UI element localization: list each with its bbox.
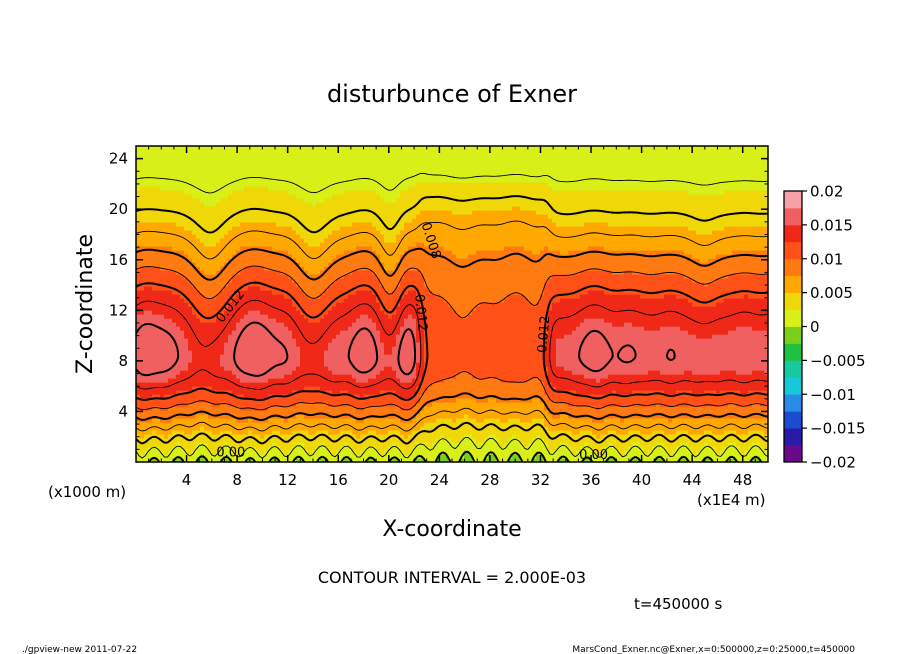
colorbar-tick-label: −0.02 — [810, 454, 856, 472]
y-tick-label: 12 — [109, 301, 128, 319]
contour-level — [136, 321, 676, 377]
contour-level — [136, 220, 768, 432]
contour-label: 0.00 — [216, 446, 245, 461]
x-axis-label: X-coordinate — [382, 517, 521, 542]
colorbar-swatch — [784, 258, 802, 277]
colorbar-swatch — [784, 343, 802, 361]
x-tick-label: 28 — [480, 471, 499, 489]
colorbar-swatch — [784, 377, 802, 395]
x-tick-label: 12 — [278, 471, 297, 489]
contour-level — [136, 299, 768, 390]
colorbar-swatch — [784, 207, 802, 226]
colorbar-swatch — [784, 292, 802, 310]
colorbar-tick-label: 0.01 — [810, 250, 843, 268]
chart-title: disturbunce of Exner — [327, 80, 577, 108]
x-tick-label: 32 — [531, 471, 550, 489]
colorbar-swatch — [784, 411, 802, 429]
time-label: t=450000 s — [634, 595, 722, 613]
footer-right: MarsCond_Exner.nc@Exner,x=0:500000,z=0:2… — [572, 645, 855, 654]
x-tick-label: 24 — [430, 471, 449, 489]
colorbar-swatch — [784, 326, 802, 344]
z-unit-label: (x1000 m) — [48, 483, 126, 501]
colorbar-swatch — [784, 428, 802, 446]
colorbar-swatch — [784, 224, 802, 243]
y-tick-label: 24 — [109, 150, 128, 168]
x-tick-label: 4 — [182, 471, 192, 489]
contour-label: 0.00 — [579, 448, 608, 463]
y-tick-label: 8 — [118, 352, 128, 370]
x-tick-label: 20 — [379, 471, 398, 489]
colorbar-tick-label: 0.02 — [810, 183, 843, 201]
colorbar-tick-label: 0 — [810, 318, 820, 336]
colorbar-swatch — [784, 445, 802, 463]
contour-level — [136, 195, 768, 445]
x-tick-label: 44 — [683, 471, 702, 489]
x-axis-ticks: 4 8 12 16 20 24 28 32 36 40 44 48 — [148, 146, 756, 489]
contour-interval-text: CONTOUR INTERVAL = 2.000E-03 — [318, 568, 586, 587]
colorbar: 0.02 0.015 0.01 0.005 0 −0.005 −0.01 −0.015 −0.0… — [783, 183, 866, 472]
contour-label: 0.012 — [411, 294, 429, 332]
contour-level — [136, 265, 768, 411]
colorbar-tick-label: −0.015 — [810, 420, 866, 438]
y-tick-label: 16 — [109, 251, 128, 269]
colorbar-swatch — [784, 241, 802, 260]
x-unit-label: (x1E4 m) — [697, 491, 766, 509]
x-tick-label: 48 — [733, 471, 752, 489]
contour-level — [136, 247, 768, 422]
colorbar-swatch — [784, 275, 802, 294]
y-axis-ticks: 4 8 12 16 20 24 — [109, 150, 768, 450]
y-axis-label: Z-coordinate — [73, 234, 98, 374]
colorbar-swatch — [784, 394, 802, 412]
colorbar-tick-label: −0.01 — [810, 386, 856, 404]
y-tick-label: 4 — [118, 402, 128, 420]
x-tick-label: 16 — [329, 471, 348, 489]
footer-left: ./gpview-new 2011-07-22 — [22, 645, 137, 654]
colorbar-swatch — [784, 309, 802, 327]
x-tick-label: 40 — [632, 471, 651, 489]
x-tick-label: 8 — [232, 471, 242, 489]
colorbar-tick-label: 0.015 — [810, 216, 853, 234]
y-tick-label: 20 — [109, 200, 128, 218]
contour-field — [136, 146, 768, 462]
contour-level — [136, 172, 768, 459]
contour-label: 0.012 — [535, 315, 553, 353]
colorbar-tick-label: 0.005 — [810, 284, 853, 302]
colorbar-swatch — [784, 191, 802, 209]
colorbar-tick-label: −0.005 — [810, 352, 866, 370]
x-tick-label: 36 — [581, 471, 600, 489]
colorbar-swatch — [784, 360, 802, 378]
